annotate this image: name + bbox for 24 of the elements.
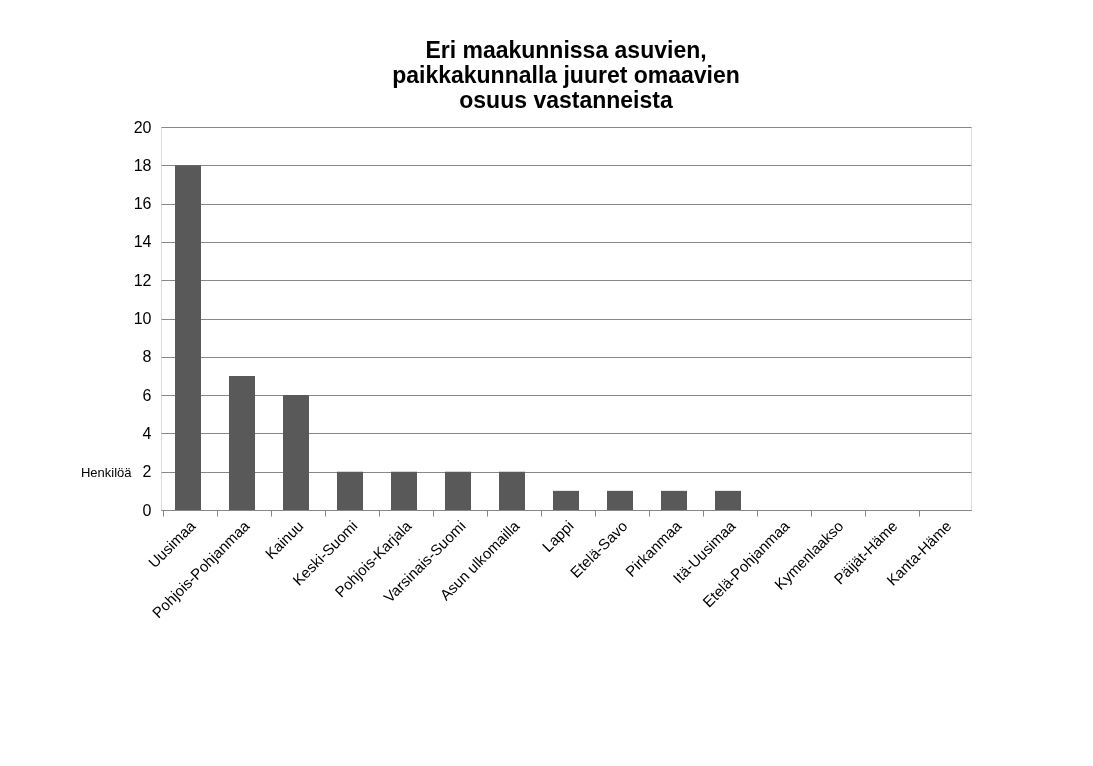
- y-tick-label: 4: [142, 424, 152, 442]
- y-tick-label: 14: [133, 233, 152, 251]
- y-tick-label: 6: [142, 386, 152, 404]
- y-tick-label: 20: [133, 118, 152, 136]
- bar: [337, 471, 363, 510]
- bar: [553, 490, 579, 510]
- chart-title: Eri maakunnissa asuvien, paikkakunnalla juuret omaavien osuus vastanneista: [392, 37, 740, 113]
- bar: [715, 490, 741, 510]
- y-tick-label: 18: [133, 156, 152, 174]
- y-tick-label: 12: [133, 271, 152, 289]
- bar: [283, 395, 309, 510]
- y-tick-label: 2: [142, 463, 152, 481]
- bar: [607, 490, 633, 510]
- bar: [175, 165, 201, 510]
- bar: [499, 471, 525, 510]
- y-tick-label: 10: [133, 310, 152, 327]
- y-tick-label: 8: [142, 348, 152, 366]
- bar: [445, 471, 471, 510]
- bar: [391, 471, 417, 510]
- y-axis-title: Henkilöä: [80, 464, 133, 480]
- bar: [229, 375, 255, 510]
- y-tick-label: 16: [133, 195, 152, 213]
- bar: [661, 490, 687, 510]
- y-tick-label: 0: [142, 501, 152, 519]
